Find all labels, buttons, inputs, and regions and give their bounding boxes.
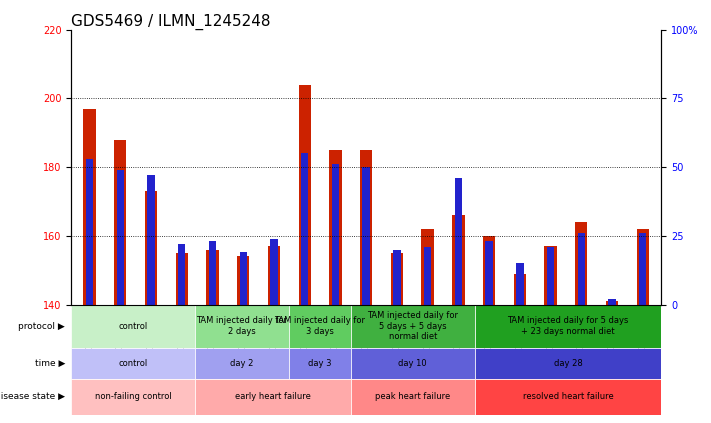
Bar — [475, 348, 661, 379]
Bar — [270, 239, 277, 305]
Bar — [240, 253, 247, 305]
Bar — [289, 348, 351, 379]
Bar — [391, 253, 403, 305]
Bar — [483, 236, 496, 305]
Bar — [289, 305, 351, 348]
Bar — [475, 379, 661, 415]
Bar — [117, 170, 124, 305]
Bar — [196, 348, 289, 379]
Bar — [268, 246, 280, 305]
Bar — [351, 305, 475, 348]
Bar — [575, 222, 587, 305]
Bar — [422, 229, 434, 305]
Text: GDS5469 / ILMN_1245248: GDS5469 / ILMN_1245248 — [71, 14, 271, 30]
Legend: count, percentile rank within the sample: count, percentile rank within the sample — [75, 421, 252, 423]
Text: control: control — [119, 321, 148, 331]
Bar — [176, 253, 188, 305]
Text: day 28: day 28 — [554, 359, 582, 368]
Bar — [606, 301, 618, 305]
Text: non-failing control: non-failing control — [95, 393, 171, 401]
Bar — [196, 305, 289, 348]
Bar — [114, 140, 127, 305]
Bar — [547, 247, 555, 305]
Bar — [513, 274, 526, 305]
Bar — [71, 379, 196, 415]
Bar — [351, 379, 475, 415]
Text: day 2: day 2 — [230, 359, 254, 368]
Bar — [71, 348, 196, 379]
Bar — [332, 164, 339, 305]
Bar — [196, 379, 351, 415]
Bar — [178, 244, 186, 305]
Bar — [636, 229, 649, 305]
Bar — [71, 305, 196, 348]
Bar — [237, 256, 250, 305]
Text: TAM injected daily for
3 days: TAM injected daily for 3 days — [274, 316, 365, 336]
Bar — [209, 241, 216, 305]
Bar — [577, 233, 585, 305]
Text: protocol ▶: protocol ▶ — [18, 321, 65, 331]
Bar — [455, 178, 462, 305]
Text: peak heart failure: peak heart failure — [375, 393, 450, 401]
Bar — [393, 250, 400, 305]
Text: control: control — [119, 359, 148, 368]
Bar — [147, 176, 155, 305]
Text: TAM injected daily for
5 days + 5 days
normal diet: TAM injected daily for 5 days + 5 days n… — [368, 311, 459, 341]
Text: TAM injected daily for 5 days
+ 23 days normal diet: TAM injected daily for 5 days + 23 days … — [508, 316, 629, 336]
Bar — [83, 109, 96, 305]
Bar — [639, 233, 646, 305]
Bar — [206, 250, 219, 305]
Bar — [452, 215, 464, 305]
Bar — [329, 150, 341, 305]
Text: day 10: day 10 — [398, 359, 427, 368]
Text: disease state ▶: disease state ▶ — [0, 393, 65, 401]
Text: resolved heart failure: resolved heart failure — [523, 393, 614, 401]
Bar — [301, 154, 309, 305]
Bar — [486, 241, 493, 305]
Bar — [424, 247, 432, 305]
Text: early heart failure: early heart failure — [235, 393, 311, 401]
Bar — [516, 263, 523, 305]
Text: time ▶: time ▶ — [35, 359, 65, 368]
Text: TAM injected daily for
2 days: TAM injected daily for 2 days — [196, 316, 287, 336]
Bar — [299, 85, 311, 305]
Bar — [86, 159, 93, 305]
Bar — [360, 150, 373, 305]
Bar — [545, 246, 557, 305]
Text: day 3: day 3 — [308, 359, 331, 368]
Bar — [475, 305, 661, 348]
Bar — [363, 167, 370, 305]
Bar — [351, 348, 475, 379]
Bar — [609, 299, 616, 305]
Bar — [145, 191, 157, 305]
